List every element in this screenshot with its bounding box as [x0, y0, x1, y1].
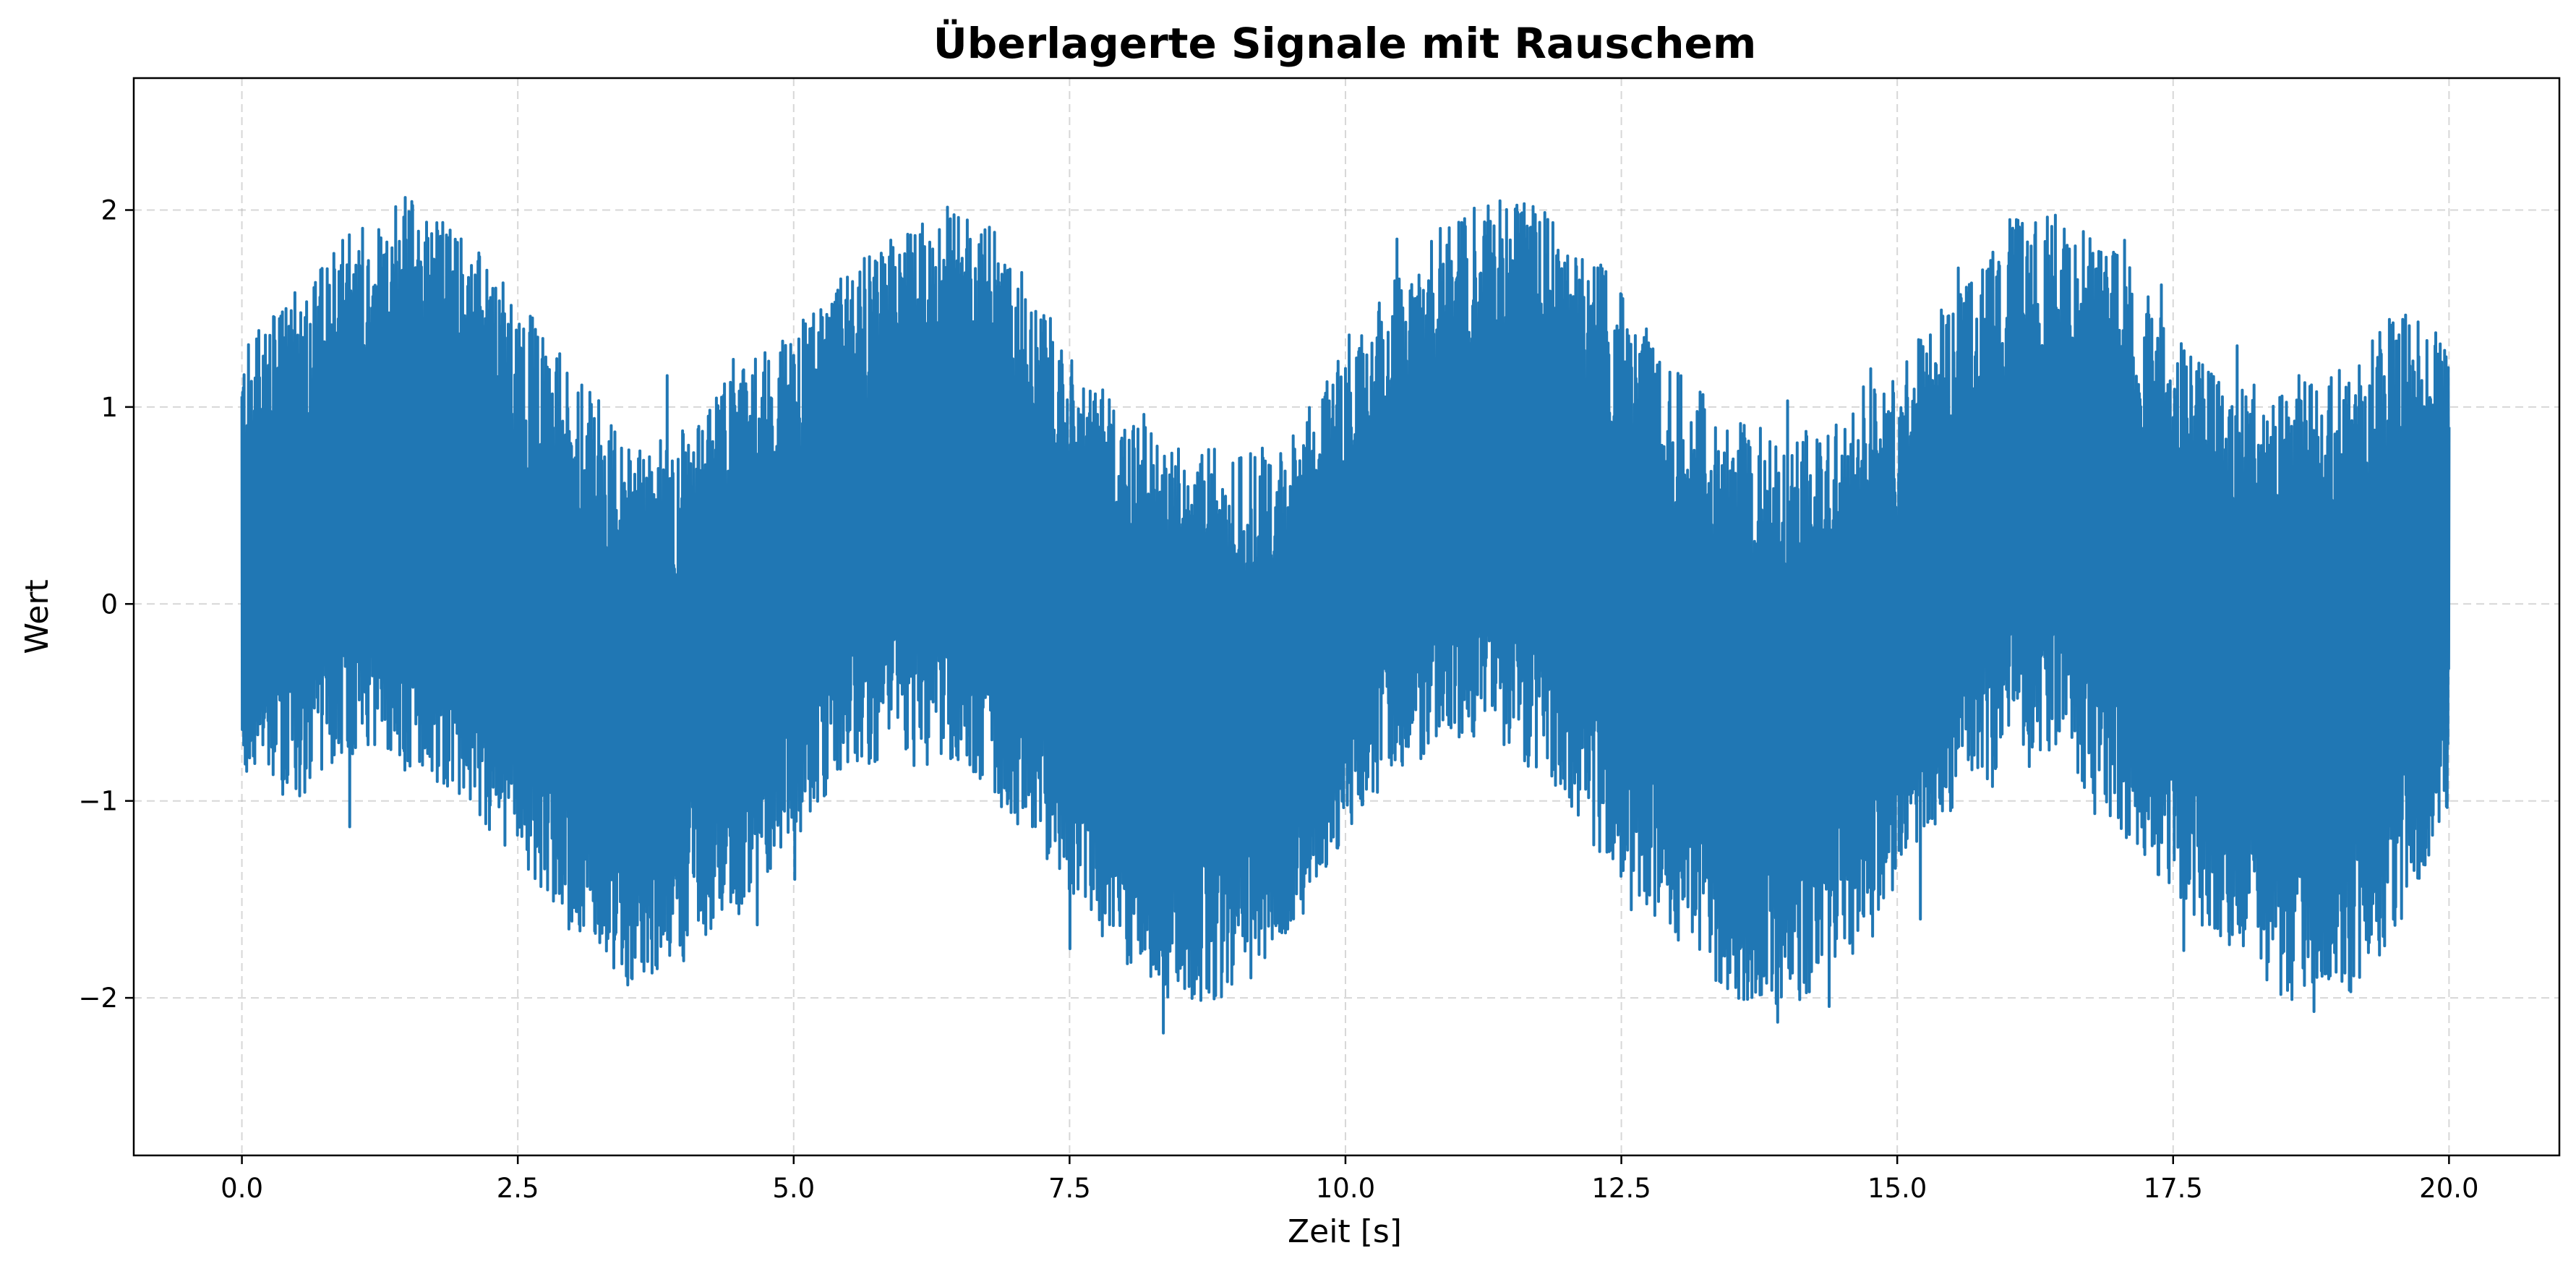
- x-tick-label: 20.0: [2419, 1173, 2478, 1204]
- x-tick-label: 10.0: [1316, 1173, 1375, 1204]
- plot-frame: [132, 77, 2561, 1157]
- y-tick-label: 1: [100, 392, 118, 423]
- x-tick-label: 0.0: [221, 1173, 263, 1204]
- signal-line: [240, 196, 2451, 1035]
- y-tick-label: 2: [100, 195, 118, 226]
- y-tick-label: −1: [78, 786, 118, 817]
- x-axis: 0.0 2.5 5.0 7.5 10.0 12.5 15.0 17.5 20.0: [221, 1155, 2479, 1204]
- x-tick-label: 12.5: [1591, 1173, 1651, 1204]
- x-tick-label: 17.5: [2144, 1173, 2203, 1204]
- chart-title: Überlagerte Signale mit Rauschem: [933, 18, 1757, 68]
- series-group: [240, 196, 2451, 1035]
- x-axis-label: Zeit [s]: [1288, 1213, 1402, 1250]
- x-tick-label: 15.0: [1867, 1173, 1927, 1204]
- y-axis: −2 −1 0 1 2: [78, 195, 134, 1014]
- x-tick-label: 7.5: [1048, 1173, 1091, 1204]
- y-tick-label: 0: [100, 589, 118, 620]
- x-tick-label: 2.5: [497, 1173, 539, 1204]
- y-tick-label: −2: [78, 983, 118, 1014]
- x-tick-label: 5.0: [772, 1173, 815, 1204]
- y-axis-label: Wert: [19, 579, 56, 654]
